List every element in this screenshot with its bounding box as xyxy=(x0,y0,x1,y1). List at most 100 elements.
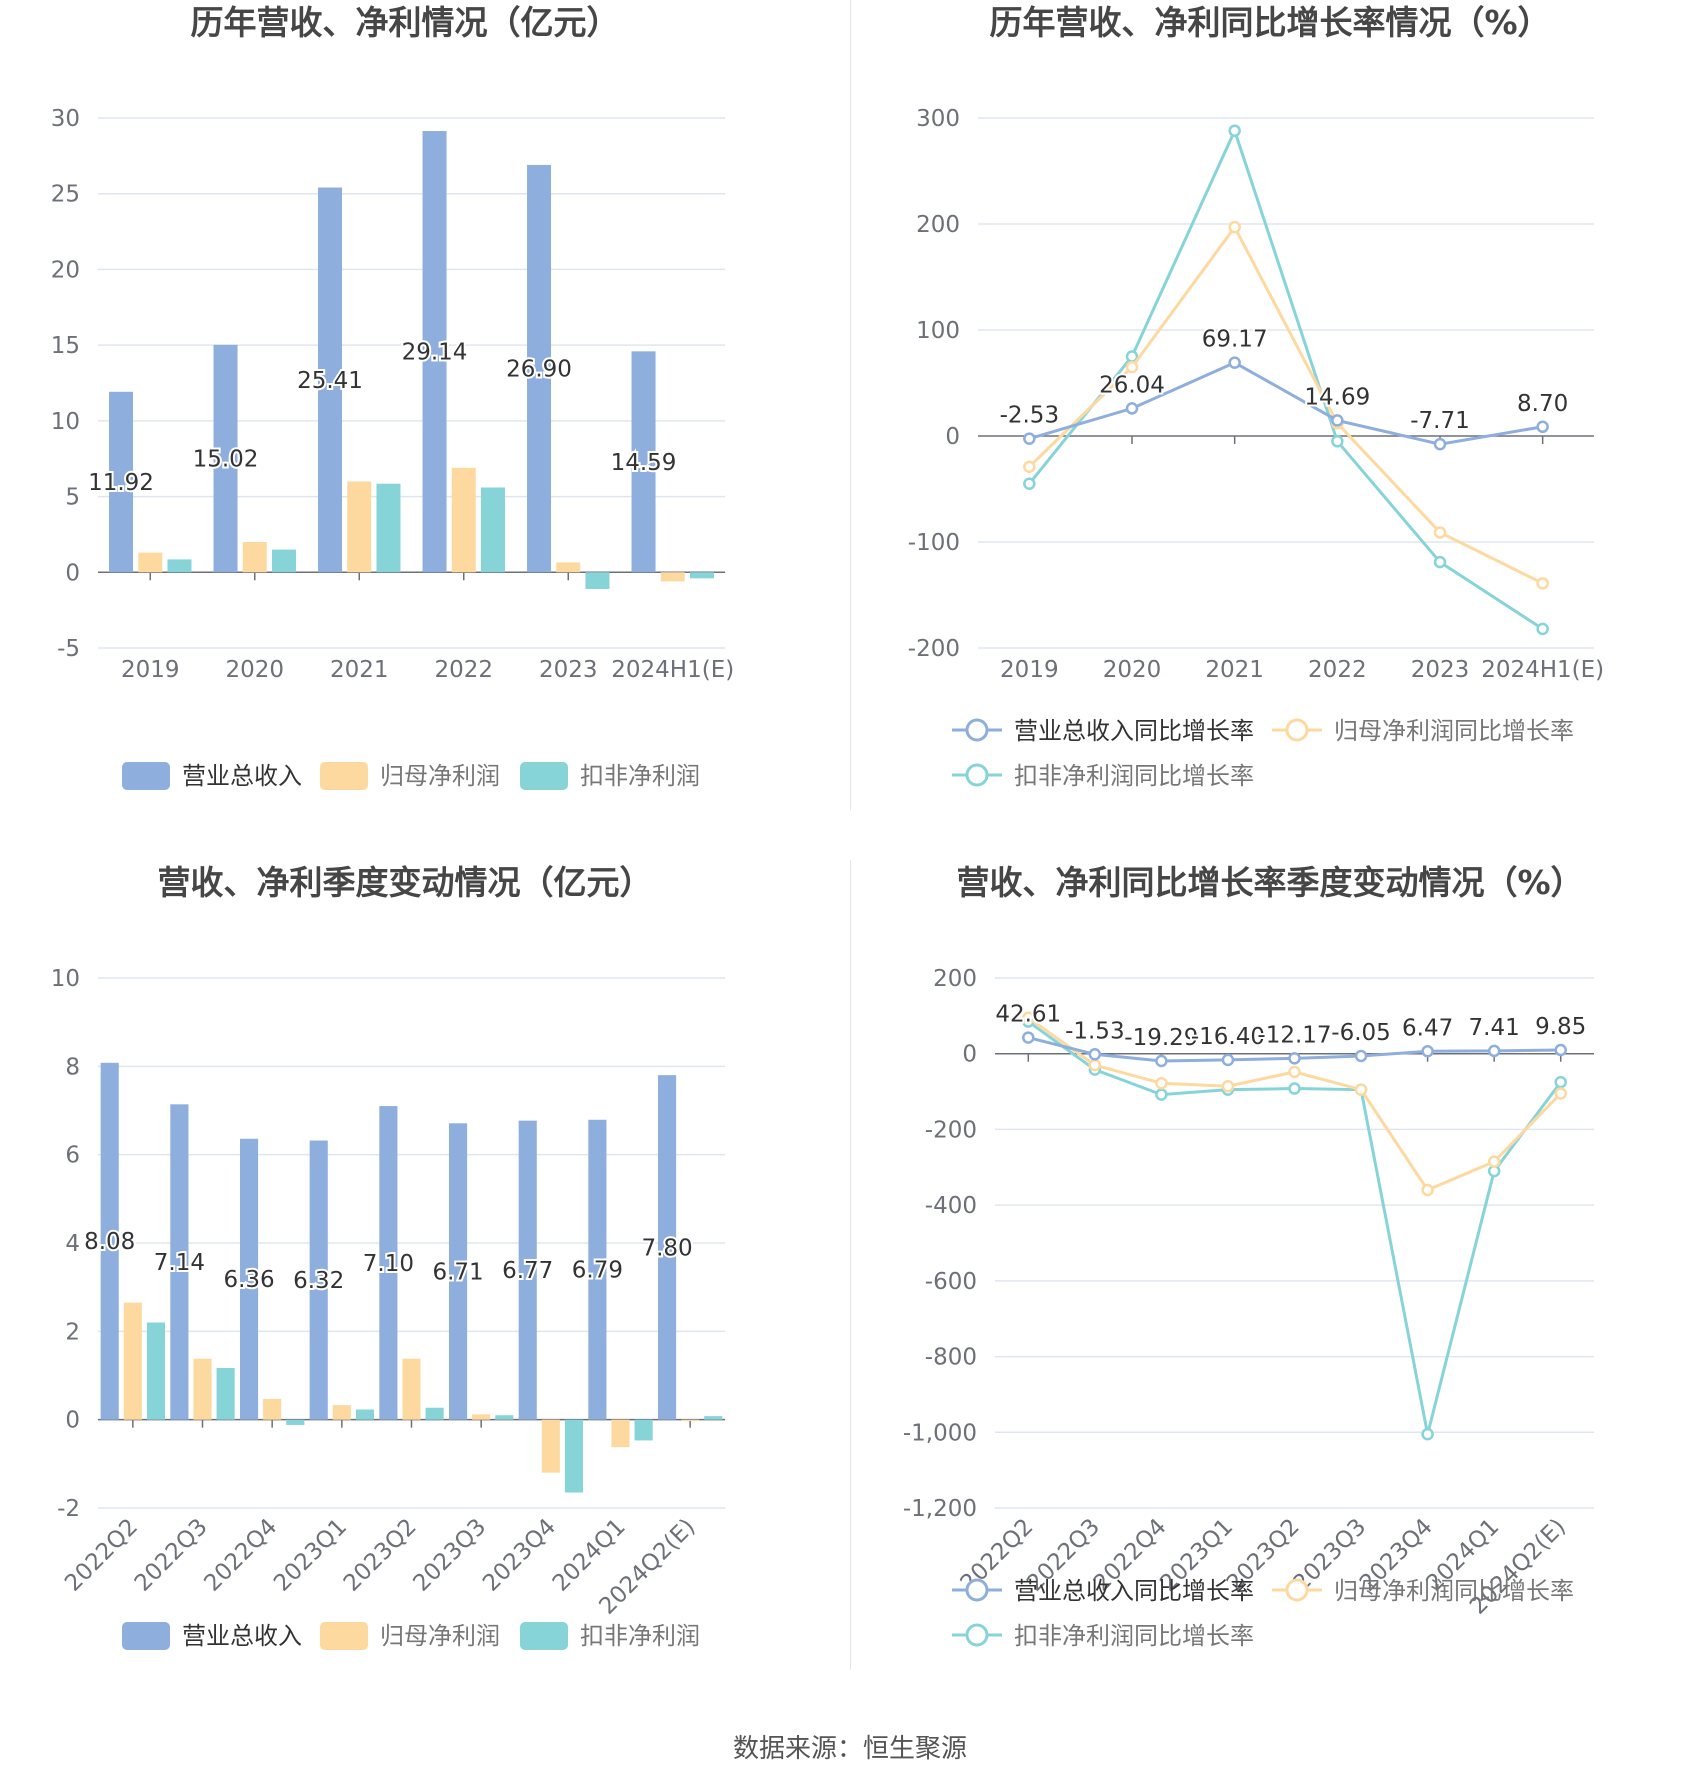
x-tick-label: 2020 xyxy=(225,657,284,683)
data-point xyxy=(1288,1065,1301,1079)
bar-deducted-profit xyxy=(286,1419,305,1425)
data-point xyxy=(1331,435,1344,448)
chart-panel-annual-growth: 历年营收、净利同比增长率情况（%） -200 -100 0 100 200 300 2019 2… xyxy=(850,0,1700,860)
annual-growth-chart: 历年营收、净利同比增长率情况（%） -200 -100 0 100 200 300 2019 2… xyxy=(908,3,1604,790)
x-tick-label: 2020 xyxy=(1103,657,1162,683)
chart-title: 历年营收、净利同比增长率情况（%） xyxy=(989,3,1550,42)
legend-marker xyxy=(965,718,989,742)
x-tick-label: 2022Q2 xyxy=(60,1514,143,1597)
data-point xyxy=(1554,1075,1567,1089)
bar-net-profit xyxy=(123,1302,142,1420)
y-tick-label: 0 xyxy=(962,1042,977,1068)
bar-value-label: 6.36 xyxy=(223,1267,274,1293)
data-point xyxy=(1421,1045,1434,1058)
bar-net-profit xyxy=(541,1419,560,1473)
data-point xyxy=(1536,420,1549,434)
bar-deducted-profit xyxy=(271,549,296,573)
y-tick-label: -1,200 xyxy=(903,1496,977,1522)
x-tick-label: 2021 xyxy=(1205,657,1264,683)
legend-label: 归母净利润 xyxy=(380,762,500,790)
y-tick-label: -100 xyxy=(908,530,960,556)
data-point xyxy=(1536,577,1549,590)
bar-net-profit xyxy=(472,1414,491,1420)
legend-swatch xyxy=(122,762,170,790)
bar-value-label: 15.02 xyxy=(193,447,259,473)
bar-net-profit xyxy=(138,552,163,573)
y-tick-label: 200 xyxy=(916,212,960,238)
data-point xyxy=(1228,220,1241,234)
bar-deducted-profit xyxy=(355,1409,375,1420)
line-value-label: 6.47 xyxy=(1402,1015,1453,1041)
legend-label: 营业总收入 xyxy=(182,762,302,790)
data-point xyxy=(1421,1183,1434,1197)
bar-revenue xyxy=(527,164,552,573)
bar-revenue xyxy=(318,187,343,573)
x-tick-label: 2022Q3 xyxy=(130,1514,213,1597)
series-line-net-profit-growth xyxy=(1028,224,1544,585)
bar-deducted-profit xyxy=(585,572,610,589)
line-value-label: 9.85 xyxy=(1535,1014,1586,1040)
x-tick-label: 2023Q2 xyxy=(339,1514,422,1597)
legend-marker xyxy=(965,763,989,787)
y-tick-label: 200 xyxy=(933,966,977,992)
data-point xyxy=(1088,1048,1102,1061)
bar-value-label: 26.90 xyxy=(506,357,572,383)
bar-revenue xyxy=(631,351,656,573)
bar-deducted-profit xyxy=(376,483,401,573)
bar-value-label: 7.10 xyxy=(363,1251,414,1277)
bar-value-label: 11.92 xyxy=(88,470,154,496)
bar-deducted-profit xyxy=(564,1419,584,1493)
annual-revenue-profit-chart: 历年营收、净利情况（亿元） -5 0 5 10 15 20 25 30 2019 2020 2021 2… xyxy=(51,3,734,790)
data-point xyxy=(1421,1427,1434,1441)
data-point xyxy=(1433,555,1447,569)
y-tick-label: -800 xyxy=(925,1345,977,1371)
line-value-label: 26.04 xyxy=(1099,372,1165,398)
data-point xyxy=(1487,1155,1501,1168)
line-value-label: -12.17 xyxy=(1257,1022,1331,1048)
bar-net-profit xyxy=(332,1405,351,1420)
x-tick-label: 2023Q4 xyxy=(478,1514,561,1597)
line-value-label: 7.41 xyxy=(1469,1015,1520,1041)
data-point xyxy=(1221,1080,1235,1093)
data-point xyxy=(1288,1052,1301,1065)
data-point xyxy=(1155,1076,1168,1090)
bar-value-label: 6.32 xyxy=(293,1268,344,1294)
y-tick-label: 0 xyxy=(65,1408,80,1434)
legend-label: 营业总收入同比增长率 xyxy=(1014,717,1254,745)
data-source-note: 数据来源：恒生聚源 xyxy=(732,1734,967,1764)
line-value-label: -16.40 xyxy=(1191,1024,1265,1050)
y-tick-label: -2 xyxy=(57,1496,80,1522)
bar-revenue xyxy=(239,1138,259,1420)
data-point xyxy=(1022,1011,1035,1024)
y-tick-label: 4 xyxy=(65,1231,80,1257)
bar-net-profit xyxy=(347,481,372,573)
y-tick-label: 30 xyxy=(51,106,80,132)
data-point xyxy=(1228,356,1241,369)
data-point xyxy=(1125,402,1139,415)
line-value-label: -6.05 xyxy=(1331,1020,1391,1046)
y-tick-label: 10 xyxy=(51,966,80,992)
y-tick-label: 100 xyxy=(916,318,960,344)
bar-deducted-profit xyxy=(425,1407,444,1420)
bar-revenue xyxy=(518,1120,537,1420)
data-point xyxy=(1155,1088,1168,1101)
x-tick-label: 2019 xyxy=(1000,657,1059,683)
bar-value-label: 6.71 xyxy=(432,1259,483,1285)
y-tick-label: -5 xyxy=(57,636,80,662)
y-tick-label: 5 xyxy=(65,485,80,511)
line-value-label: -2.53 xyxy=(1000,403,1060,429)
line-value-label: 42.61 xyxy=(995,1002,1061,1028)
x-tick-label: 2022Q4 xyxy=(199,1514,282,1597)
bar-net-profit xyxy=(451,467,476,573)
bar-value-label: 6.79 xyxy=(572,1258,623,1284)
y-tick-label: 8 xyxy=(65,1054,80,1080)
chart-panel-quarterly-revenue-profit: 营收、净利季度变动情况（亿元） -2 0 2 4 6 8 10 2022Q2 2022Q3 2022… xyxy=(0,860,850,1720)
bar-value-label: 14.59 xyxy=(611,450,677,476)
bar-revenue xyxy=(422,131,447,573)
legend-label: 扣非净利润 xyxy=(580,762,700,790)
legend-swatch xyxy=(520,762,568,790)
y-tick-label: -200 xyxy=(925,1117,977,1143)
data-point xyxy=(1536,622,1549,636)
legend-swatch xyxy=(320,1622,368,1650)
y-tick-label: 15 xyxy=(51,333,80,359)
